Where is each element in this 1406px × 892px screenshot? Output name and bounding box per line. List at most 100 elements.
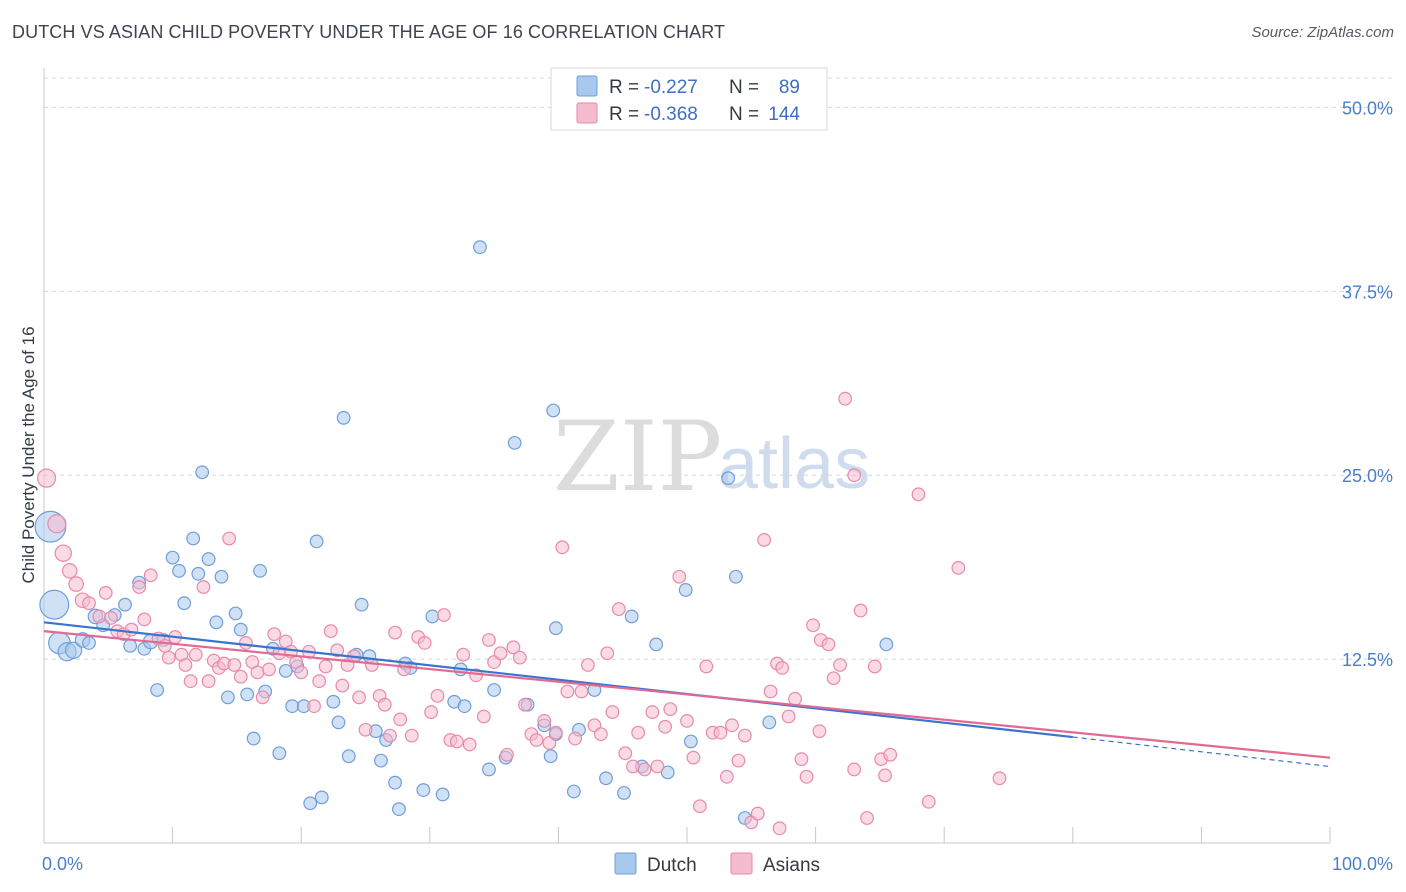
- asian-point-23: [188, 647, 203, 662]
- axes: [43, 68, 1331, 844]
- dutch-point-58: [435, 787, 450, 802]
- asian-point-95: [618, 746, 633, 761]
- dutch-point-30: [246, 731, 261, 746]
- asian-point-135: [878, 768, 892, 783]
- grid-lines: [44, 77, 1394, 660]
- asian-point-113: [737, 728, 752, 743]
- asian-point-65: [430, 688, 445, 703]
- asian-point-117: [763, 684, 778, 699]
- dutch-point-19: [177, 596, 192, 611]
- y-axis-title: Child Poverty Under the Age of 16: [19, 326, 38, 583]
- dutch-point-41: [314, 790, 329, 805]
- asian-point-79: [518, 697, 532, 712]
- dutch-point-77: [617, 786, 631, 800]
- dutch-point-61: [457, 699, 472, 714]
- asian-point-8: [98, 586, 113, 600]
- asian-point-96: [626, 759, 640, 774]
- asian-point-42: [294, 665, 309, 680]
- asian-point-130: [847, 468, 862, 483]
- asian-point-14: [137, 612, 152, 627]
- asian-point-46: [318, 659, 333, 674]
- dutch-point-45: [341, 749, 356, 764]
- dutch-point-71: [546, 403, 561, 418]
- asian-point-17: [157, 638, 172, 653]
- asian-point-142: [772, 821, 787, 836]
- watermark-zip: ZIP: [553, 401, 722, 513]
- asian-point-49: [335, 678, 350, 693]
- dutch-point-78: [624, 609, 639, 624]
- legend-n-label-asians: N =: [729, 104, 759, 125]
- asian-point-89: [581, 658, 595, 672]
- legend-r-label-asians: R =: [609, 104, 639, 125]
- asian-point-109: [713, 725, 728, 740]
- dutch-point-66: [507, 435, 522, 450]
- bottom-legend-swatch-dutch: [614, 852, 637, 875]
- dutch-point-17: [165, 550, 180, 565]
- dutch-points: [34, 240, 894, 825]
- asian-point-3: [61, 563, 78, 579]
- asian-point-83: [542, 736, 557, 750]
- dutch-point-84: [721, 471, 736, 486]
- asian-point-54: [365, 658, 379, 672]
- asian-point-97: [631, 725, 646, 740]
- bottom-legend-label-dutch: Dutch: [647, 855, 697, 876]
- x-tick-label-0: 0.0%: [42, 854, 83, 874]
- asian-points: [36, 391, 1007, 836]
- dutch-point-27: [228, 606, 243, 621]
- asian-point-139: [951, 560, 966, 575]
- asian-point-127: [826, 671, 841, 686]
- legend-n-value-dutch: 89: [779, 77, 800, 98]
- bottom-legend-swatch-asians: [730, 852, 753, 875]
- dutch-point-40: [309, 534, 324, 549]
- asian-point-133: [867, 659, 882, 674]
- dutch-point-81: [660, 765, 675, 780]
- asian-point-59: [393, 712, 408, 727]
- asian-point-7: [92, 609, 107, 624]
- dutch-point-28: [233, 622, 248, 637]
- y-tick-label-1: 25.0%: [1342, 466, 1393, 486]
- dutch-point-57: [425, 609, 440, 624]
- asian-point-52: [352, 690, 366, 705]
- tick-labels: 12.5% 25.0% 37.5% 50.0% 0.0% 100.0%: [42, 98, 1393, 874]
- asian-point-112: [731, 753, 746, 768]
- legend-r-value-asians: -0.368: [644, 104, 698, 125]
- dutch-point-52: [388, 775, 402, 790]
- asian-point-12: [124, 622, 139, 637]
- asian-point-58: [388, 625, 402, 640]
- asian-point-91: [593, 727, 608, 742]
- asian-point-123: [799, 769, 814, 784]
- asian-point-68: [449, 734, 464, 749]
- asian-point-102: [663, 702, 678, 717]
- asian-point-137: [911, 487, 926, 502]
- watermark-atlas: atlas: [718, 424, 870, 504]
- asian-trend-line: [43, 630, 1331, 759]
- asian-point-37: [267, 627, 282, 641]
- asian-point-24: [196, 580, 211, 594]
- asian-point-110: [719, 769, 734, 784]
- dutch-point-34: [272, 746, 287, 761]
- asian-point-18: [161, 650, 176, 665]
- asian-point-30: [227, 658, 242, 672]
- legend-swatch-dutch: [576, 75, 598, 97]
- asian-point-84: [548, 725, 563, 740]
- dutch-point-31: [253, 563, 267, 578]
- asian-point-70: [462, 737, 477, 752]
- asian-point-126: [821, 637, 836, 652]
- asian-point-47: [323, 624, 338, 639]
- asian-point-141: [847, 762, 862, 777]
- dutch-point-18: [172, 563, 186, 578]
- asian-point-105: [686, 750, 701, 765]
- dutch-point-63: [482, 762, 496, 777]
- asian-point-15: [143, 568, 158, 583]
- asian-point-29: [222, 531, 237, 546]
- asian-point-140: [992, 771, 1007, 786]
- asian-point-48: [330, 643, 345, 658]
- asian-point-44: [307, 699, 321, 714]
- asian-point-101: [658, 719, 673, 734]
- dutch-point-62: [473, 240, 487, 255]
- bottom-legend: Dutch Asians: [614, 852, 820, 876]
- watermark: ZIP atlas: [553, 401, 870, 513]
- asian-point-87: [568, 731, 583, 746]
- asian-point-76: [500, 747, 514, 762]
